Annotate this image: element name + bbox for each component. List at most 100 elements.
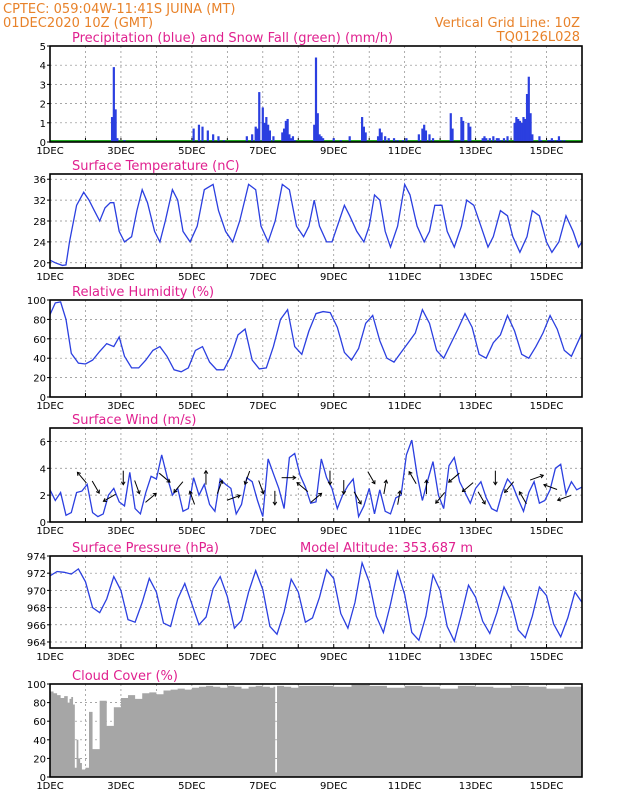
precip-bar (502, 138, 506, 142)
x-tick-label: 11DEC (388, 526, 422, 537)
precip-bar (483, 136, 486, 142)
x-tick-label: 1DEC (36, 146, 63, 157)
precip-bar (206, 130, 209, 142)
model-altitude: Model Altitude: 353.687 m (300, 541, 473, 556)
wind-arrow (529, 474, 545, 481)
wind-arrow-shaft (448, 472, 460, 483)
y-tick-label: 100 (27, 680, 46, 691)
precip-bar (540, 140, 543, 142)
wind-arrow (383, 479, 389, 495)
x-tick-label: 15DEC (530, 146, 564, 157)
y-tick-label: 2 (40, 491, 46, 502)
wind-arrow-head (518, 490, 523, 496)
precip-bar (520, 122, 523, 142)
x-tick-label: 7DEC (249, 272, 276, 283)
precip-bar (527, 76, 530, 142)
wind-arrow-shaft (258, 480, 264, 494)
y-tick-label: 80 (33, 699, 46, 710)
x-tick-label: 1DEC (36, 652, 63, 663)
precip-bar (376, 136, 380, 142)
precip-bar (396, 140, 399, 142)
x-tick-label: 13DEC (459, 526, 493, 537)
y-tick-label: 5 (40, 42, 46, 53)
precip-bar (449, 113, 452, 142)
precip-bar (258, 92, 261, 142)
wind-arrow-shaft (504, 481, 515, 493)
wind-arrow (493, 470, 498, 486)
y-tick-label: 80 (33, 315, 46, 326)
wind-arrow-shaft (189, 491, 196, 505)
precip-bar (256, 128, 259, 142)
wind-arrow-head (102, 497, 107, 502)
header-model: TQ0126L028 (496, 30, 580, 45)
precip-bar (538, 136, 541, 142)
y-tick-label: 100 (27, 296, 46, 307)
precip-bar (110, 117, 114, 142)
x-tick-label: 9DEC (320, 272, 347, 283)
precip-bar (192, 128, 195, 142)
wind-arrow-shaft (367, 471, 376, 484)
precip-bar (424, 130, 428, 142)
precip-bar (265, 117, 268, 142)
precip-bar (222, 140, 225, 142)
wind-arrow (461, 482, 474, 493)
wind-arrow-head (296, 481, 301, 487)
y-tick-label: 28 (33, 217, 46, 228)
precip-bar (290, 138, 293, 142)
y-tick-label: 24 (33, 238, 46, 249)
wind-arrow-head (493, 481, 498, 486)
panel-frame (49, 173, 583, 269)
precip-bar (531, 134, 534, 142)
wind-arrow-head (76, 471, 81, 476)
precip-bar (547, 140, 550, 142)
precip-bar (286, 118, 289, 142)
wind-arrow-head (260, 490, 265, 495)
cloud-cover-panel: 0 20 40 60 80 100 1DEC 3DEC 5DEC 7DEC 9DEC 11DEC 13D… (27, 669, 583, 792)
x-tick-label: 7DEC (249, 526, 276, 537)
precip-bar (254, 126, 257, 142)
y-tick-label: 20 (33, 259, 46, 270)
wind-arrow (327, 470, 333, 486)
wind-arrow (203, 469, 209, 485)
precip-bar (245, 136, 248, 142)
wind-arrow-shaft (77, 472, 87, 484)
header-station: CPTEC: 059:04W-11:41S JUINA (MT) (3, 2, 236, 17)
panel-title: Relative Humidity (%) (72, 285, 214, 300)
precip-bar (288, 134, 291, 142)
precip-bar (499, 140, 502, 142)
y-tick-label: 0 (40, 138, 46, 149)
y-tick-label: 0 (40, 393, 46, 404)
x-tick-label: 15DEC (530, 401, 564, 412)
x-tick-label: 7DEC (249, 781, 276, 792)
header-date: 01DEC2020 10Z (GMT) (3, 16, 153, 31)
x-tick-label: 3DEC (107, 146, 134, 157)
wind-arrow-head (292, 475, 297, 480)
wind-arrow (424, 479, 429, 495)
precip-bar (263, 122, 266, 142)
wind-arrow-head (236, 494, 241, 499)
wind-arrow (477, 491, 486, 505)
wind-arrow-shaft (477, 491, 486, 505)
precip-bar (563, 140, 566, 142)
precip-bar (405, 138, 408, 142)
precip-bar (524, 118, 527, 142)
y-tick-label: 972 (27, 569, 46, 580)
x-tick-label: 13DEC (459, 401, 493, 412)
precip-bar (518, 120, 522, 142)
wind-arrow-shaft (518, 491, 527, 505)
precip-bar (339, 140, 342, 142)
precip-bar (267, 124, 270, 142)
pressure-panel: 964 966 968 970 972 974 1DEC 3DEC 5DEC 7DEC 9DEC 11… (27, 541, 583, 663)
precip-bar (320, 136, 323, 142)
x-tick-label: 11DEC (388, 272, 422, 283)
wind-arrow (296, 481, 309, 492)
wind-arrow (188, 490, 196, 505)
wind-arrow-shaft (226, 494, 241, 501)
wind-arrow (76, 471, 87, 484)
x-tick-label: 3DEC (107, 781, 134, 792)
wind-arrow (447, 472, 460, 483)
x-tick-label: 7DEC (249, 401, 276, 412)
wind-arrow (216, 479, 224, 494)
wind-arrow-shaft (173, 481, 184, 493)
series-line (49, 439, 583, 519)
